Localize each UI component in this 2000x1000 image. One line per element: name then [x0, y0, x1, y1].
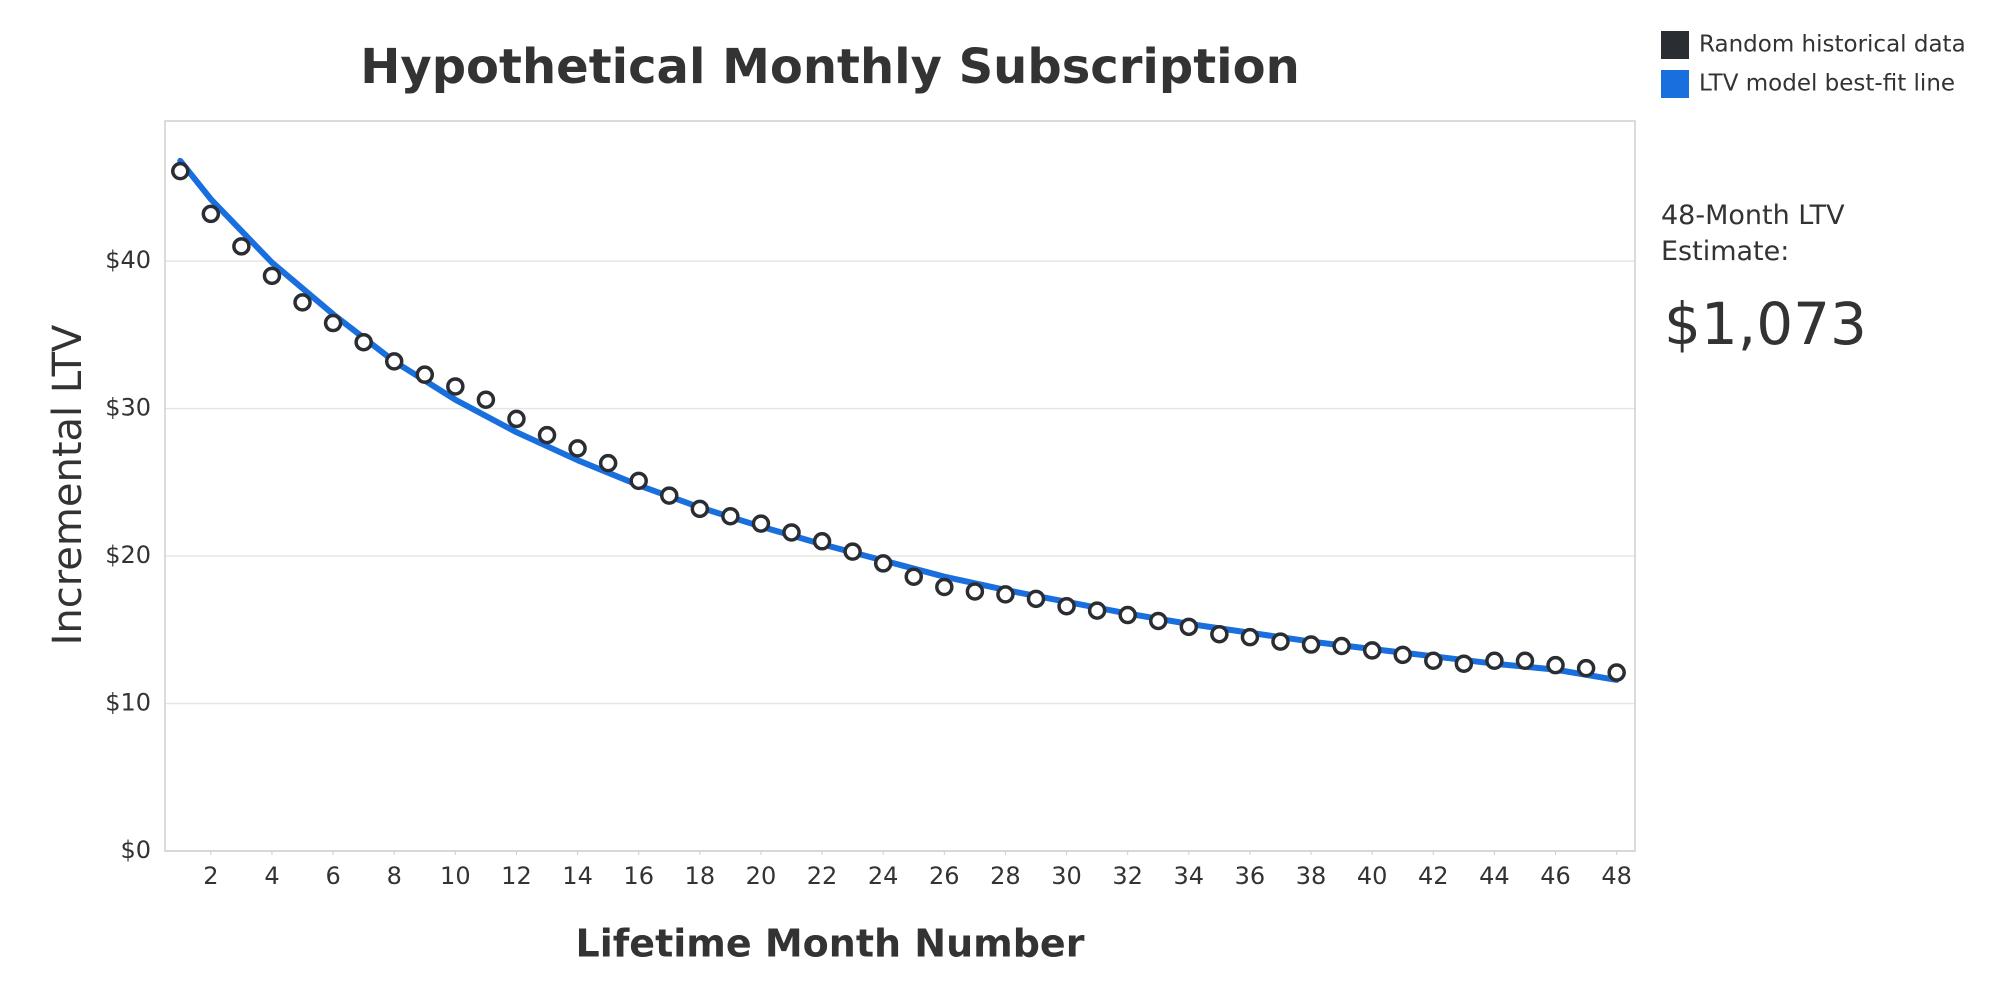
data-point: [843, 542, 862, 561]
data-point: [415, 365, 435, 384]
fit-line: [177, 157, 1620, 683]
data-point: [1118, 605, 1137, 625]
y-tick-label: $40: [105, 246, 151, 274]
data-point: [537, 425, 557, 445]
x-tick-label: 16: [623, 862, 654, 890]
legend-label: LTV model best-fit line: [1699, 71, 1955, 97]
data-point: [1424, 651, 1443, 671]
x-tick-label: 14: [562, 862, 593, 890]
x-tick-label: 30: [1051, 862, 1082, 890]
data-point: [201, 204, 221, 224]
x-tick-label: 44: [1479, 862, 1510, 890]
data-point: [782, 523, 801, 542]
y-tick-label: $0: [120, 836, 151, 864]
x-tick-label: 4: [264, 862, 279, 890]
data-point: [965, 582, 985, 601]
data-point: [996, 585, 1015, 604]
data-point: [1607, 663, 1626, 682]
data-point: [1057, 596, 1076, 616]
x-tick-label: 22: [807, 862, 838, 890]
x-tick-label: 32: [1112, 862, 1143, 890]
data-point: [1271, 632, 1290, 651]
chart-title: Hypothetical Monthly Subscription: [360, 39, 1300, 95]
data-point: [1026, 589, 1046, 609]
x-tick-label: 26: [929, 862, 960, 890]
x-tick-label: 48: [1601, 862, 1632, 890]
x-tick-label: 34: [1174, 862, 1205, 890]
x-tick-label: 8: [387, 862, 402, 890]
y-tick-label: $20: [105, 541, 151, 569]
x-tick-label: 18: [685, 862, 716, 890]
x-tick-label: 20: [746, 862, 777, 890]
legend-swatch: [1661, 70, 1689, 98]
x-axis-label: Lifetime Month Number: [576, 922, 1085, 966]
y-axis-label: Incremental LTV: [45, 324, 91, 645]
data-point: [507, 409, 526, 429]
x-tick-label: 42: [1418, 862, 1449, 890]
data-point: [873, 554, 893, 573]
estimate-label: 48-Month LTV Estimate:: [1661, 200, 1845, 267]
y-tick-label: $10: [105, 689, 151, 717]
data-point: [1179, 617, 1199, 637]
data-point: [1210, 624, 1229, 644]
data-point: [1576, 658, 1596, 678]
x-tick-label: 28: [990, 862, 1021, 890]
estimate-value: $1,073: [1664, 290, 1867, 358]
data-point: [446, 377, 465, 396]
data-point: [629, 471, 648, 491]
data-point: [904, 567, 924, 586]
data-point: [660, 486, 679, 505]
data-point: [1454, 654, 1474, 673]
data-point: [1087, 601, 1107, 620]
data-point: [1148, 611, 1168, 631]
x-tick-label: 40: [1357, 862, 1388, 890]
data-point: [384, 352, 404, 371]
data-point: [1546, 655, 1565, 675]
data-point: [476, 390, 496, 409]
data-point: [293, 293, 312, 312]
x-tick-label: 12: [501, 862, 532, 890]
x-tick-label: 38: [1296, 862, 1327, 890]
data-point: [232, 237, 251, 256]
legend-swatch: [1661, 31, 1689, 59]
x-tick-label: 46: [1540, 862, 1571, 890]
legend-label: Random historical data: [1699, 32, 1966, 58]
x-tick-label: 6: [325, 862, 340, 890]
data-point: [1240, 627, 1260, 647]
data-point: [1301, 635, 1321, 654]
data-point: [1393, 645, 1412, 665]
data-point: [354, 332, 373, 352]
data-point: [262, 266, 282, 286]
data-point: [1332, 636, 1351, 656]
data-point: [751, 514, 771, 533]
x-tick-label: 2: [203, 862, 218, 890]
data-point: [323, 313, 343, 333]
data-point: [721, 506, 740, 526]
data-point: [1515, 651, 1535, 671]
data-point: [1485, 651, 1504, 671]
data-point: [598, 453, 618, 473]
x-tick-label: 10: [440, 862, 471, 890]
y-tick-label: $30: [105, 394, 151, 422]
x-tick-label: 24: [868, 862, 899, 890]
plot-frame: [164, 120, 1636, 852]
data-point: [1362, 641, 1382, 660]
data-point: [690, 499, 710, 519]
data-point: [812, 532, 832, 551]
data-point: [935, 577, 954, 597]
data-point: [171, 161, 190, 181]
x-tick-label: 36: [1235, 862, 1266, 890]
data-point: [568, 439, 587, 458]
